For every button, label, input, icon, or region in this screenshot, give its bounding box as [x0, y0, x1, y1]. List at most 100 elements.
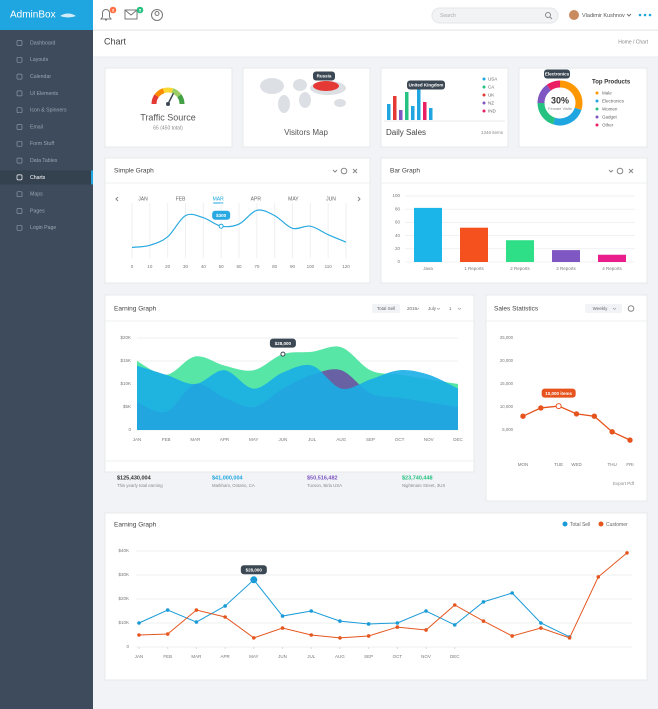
point [539, 621, 543, 625]
x-tick-label: WED [571, 462, 582, 467]
card-title: Bar Graph [390, 168, 420, 175]
collapse-icon[interactable] [332, 169, 338, 173]
menu-icon [16, 191, 23, 198]
donut-tooltip-bg [544, 69, 570, 79]
search-box[interactable] [431, 7, 559, 24]
x-tick-label: 30 [183, 264, 189, 269]
point [395, 621, 400, 625]
menu-item[interactable]: Form Stuff [30, 141, 55, 147]
donut-segment [559, 80, 583, 110]
menu-item[interactable]: Data Tables [30, 158, 58, 164]
month-tab[interactable]: FEB [176, 196, 186, 202]
avatar[interactable] [569, 10, 579, 20]
gauge-needle [167, 92, 175, 105]
x-tick-label: APR [220, 654, 230, 659]
legend-dot [482, 101, 486, 105]
x-tick-label: JUL [308, 437, 316, 442]
user-menu-chevron[interactable] [626, 13, 632, 17]
search-icon[interactable] [545, 12, 551, 18]
point [194, 620, 199, 624]
filter-pill[interactable] [404, 304, 421, 313]
gauge-segment [151, 94, 159, 105]
x-tick-label: MAY [249, 654, 258, 659]
prev-arrow[interactable] [115, 196, 119, 202]
card [104, 67, 233, 148]
stat-value: $125,430,004 [117, 475, 152, 481]
card-title: Earning Graph [114, 306, 157, 313]
menu-item[interactable]: UI Elements [30, 91, 59, 97]
settings-icon[interactable] [340, 167, 348, 175]
collapse-icon[interactable] [608, 169, 614, 173]
x-tick-label: Java [423, 266, 433, 271]
map-land [260, 78, 284, 94]
menu-item[interactable]: Email [30, 124, 43, 130]
point [609, 429, 615, 435]
export-link[interactable]: Export Pdf [613, 481, 635, 486]
legend-dot [482, 85, 486, 89]
month-tab[interactable]: JUN [326, 196, 336, 202]
filter-label: 1 [449, 306, 452, 311]
month-tab[interactable]: MAR [213, 196, 225, 202]
settings-icon[interactable] [627, 305, 635, 312]
menu-item[interactable]: Charts [30, 175, 46, 181]
menu-item[interactable]: Icon & Spinners [30, 108, 67, 114]
close-icon[interactable] [352, 168, 358, 174]
line [138, 552, 628, 639]
period-pill[interactable] [585, 304, 622, 313]
mail-icon[interactable] [124, 9, 138, 20]
legend-dot [595, 123, 599, 127]
menu-item[interactable]: Layouts [30, 57, 49, 63]
point [481, 619, 486, 623]
menu-item[interactable]: Login Page [30, 225, 56, 231]
month-tab[interactable]: MAY [288, 196, 299, 202]
logo[interactable]: AdminBox [10, 10, 56, 21]
y-tick-label: 0 [128, 427, 131, 432]
point [280, 626, 285, 630]
more-dot[interactable] [638, 13, 642, 17]
filter-pill[interactable] [446, 304, 463, 313]
x-tick-label: AUG [336, 437, 346, 442]
menu-item[interactable]: Maps [30, 192, 43, 198]
donut-center-sub: Female Visits [548, 106, 572, 111]
settings-icon[interactable] [616, 167, 624, 175]
map-land [293, 79, 307, 91]
y-tick-label: 20 [395, 246, 401, 251]
more-dot[interactable] [648, 13, 652, 17]
x-tick-label: 0 [131, 264, 134, 269]
x-tick-label: JUN [279, 437, 288, 442]
active-marker [91, 170, 93, 185]
card-title: Top Products [592, 80, 631, 86]
x-tick-label: NOV [424, 437, 434, 442]
legend-label: Male [602, 91, 612, 96]
menu-item[interactable]: Calendar [30, 74, 51, 80]
y-tick-label: 5,000 [502, 427, 513, 432]
profile-icon-head [154, 11, 160, 16]
point [280, 614, 285, 618]
month-tab[interactable]: JAN [138, 196, 148, 202]
x-tick-label: DEC [450, 654, 460, 659]
legend-label: UK [488, 93, 494, 98]
more-dot[interactable] [643, 13, 647, 17]
bell-icon[interactable] [100, 9, 112, 21]
month-tab[interactable]: APR [251, 196, 262, 202]
card [380, 67, 509, 148]
close-icon[interactable] [628, 168, 634, 174]
filter-pill[interactable] [372, 304, 400, 313]
next-arrow[interactable] [357, 196, 361, 202]
menu-icon [16, 208, 23, 214]
bar [414, 207, 442, 262]
breadcrumb[interactable]: Home / Chart [618, 39, 648, 45]
profile-icon[interactable] [151, 9, 163, 21]
menu-item[interactable]: Dashboard [30, 40, 55, 46]
y-tick-label: $5K [123, 404, 131, 409]
sales-tooltip-bg [407, 80, 445, 90]
notification-count: 3 [112, 7, 115, 12]
user-name[interactable]: Vladimir Kushnov [582, 13, 625, 19]
y-tick-label: $40K [118, 548, 129, 553]
menu-item[interactable]: Pages [30, 208, 45, 214]
legend-dot [595, 91, 599, 95]
filter-pill[interactable] [425, 304, 442, 313]
x-tick-label: 70 [254, 264, 260, 269]
x-tick-label: 100 [307, 264, 315, 269]
area-tooltip: $28,000 [275, 341, 292, 346]
